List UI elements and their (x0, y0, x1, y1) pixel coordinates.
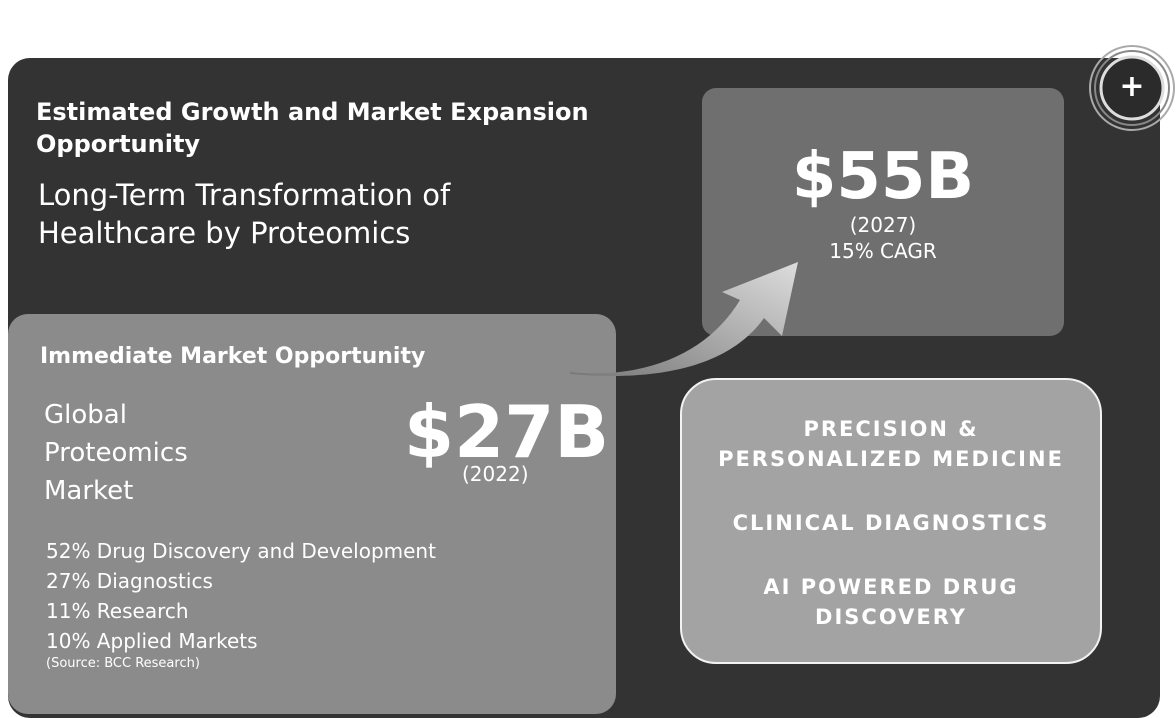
area-item: CLINICAL DIAGNOSTICS (732, 511, 1050, 535)
subtitle: Long-Term Transformation of Healthcare b… (38, 178, 451, 250)
immediate-year: (2022) (462, 462, 529, 486)
immediate-value: $27B (404, 390, 610, 474)
area-item: AI POWERED DRUG DISCOVERY (763, 575, 1019, 629)
segment: 11% Research (46, 599, 189, 623)
future-year: (2027) (849, 213, 917, 237)
add-button[interactable]: + (1088, 44, 1176, 132)
segment: 52% Drug Discovery and Development (46, 539, 436, 563)
segment: 27% Diagnostics (46, 569, 213, 593)
title: Estimated Growth and Market Expansion Op… (36, 98, 589, 158)
immediate-box (8, 314, 616, 714)
area-item: PRECISION & PERSONALIZED MEDICINE (718, 417, 1064, 471)
future-value: $55B (791, 140, 975, 214)
arrow (570, 262, 798, 376)
page: Estimated Growth and Market Expansion Op… (8, 44, 1176, 718)
future-growth: 15% CAGR (829, 239, 937, 263)
button-icon (1089, 45, 1175, 131)
button-label: + (1119, 69, 1145, 104)
button-circle (1099, 55, 1165, 121)
segments: 52% Drug Discovery and Development 27% Di… (46, 536, 436, 656)
arrow-shape (570, 262, 798, 376)
ring (1094, 50, 1170, 126)
segment: 10% Applied Markets (46, 629, 258, 653)
source: (Source: BCC Research) (46, 656, 200, 671)
ring (1089, 45, 1175, 131)
market-label: Global Proteomics Market (44, 400, 188, 506)
immediate-title: Immediate Market Opportunity (40, 344, 426, 369)
areas-box: PRECISION & PERSONALIZED MEDICINE CLINICA… (680, 378, 1102, 664)
